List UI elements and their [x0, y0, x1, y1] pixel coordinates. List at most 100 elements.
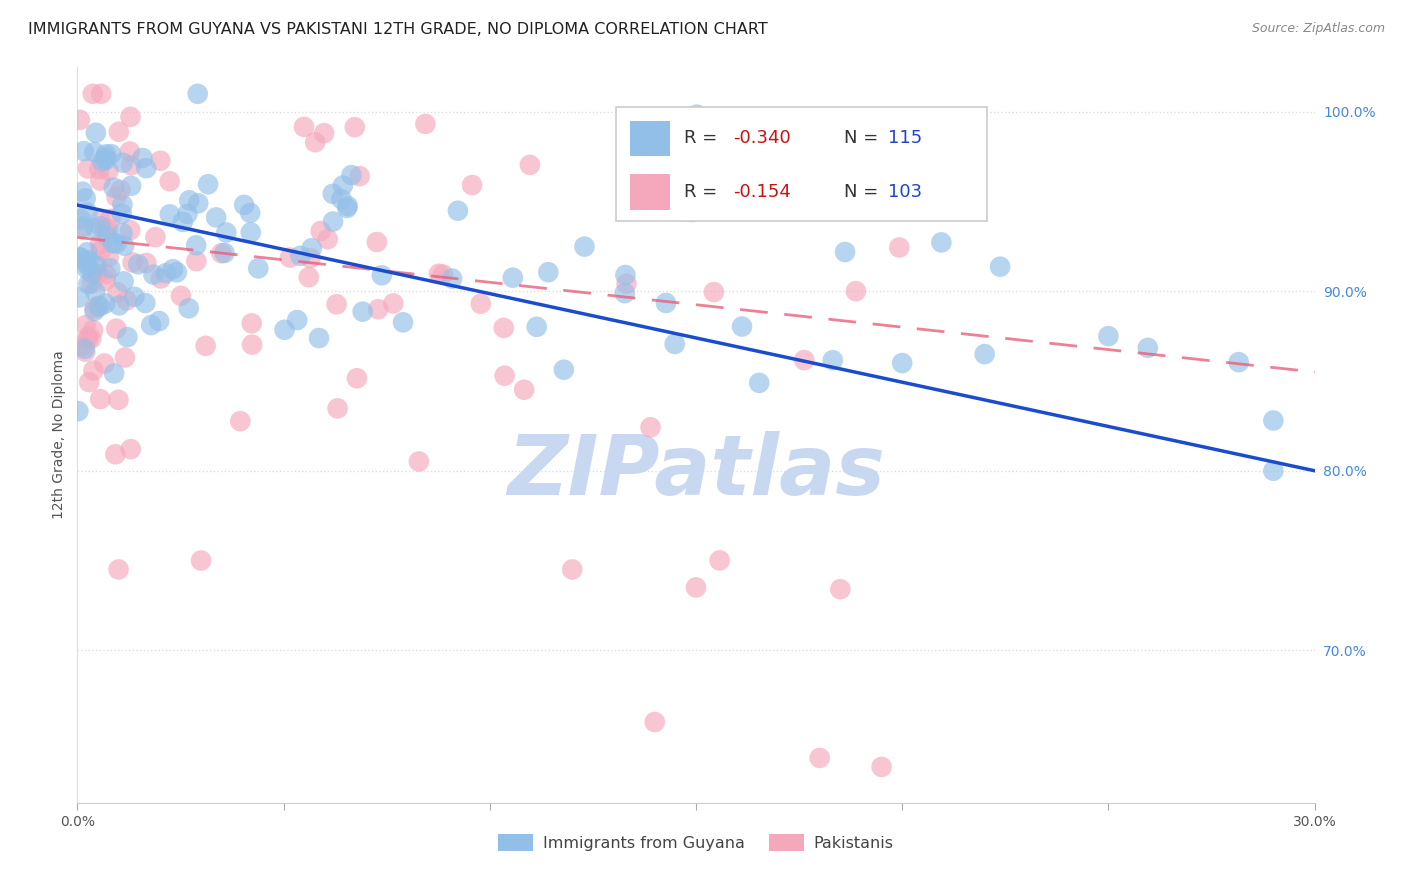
Point [184, 238, 207, 252]
Point [67, 290, 90, 304]
Point [111, 197, 134, 211]
Point [1097, 329, 1119, 343]
Point [76, 245, 98, 260]
Point [298, 270, 321, 285]
Point [326, 401, 349, 416]
Text: Source: ZipAtlas.com: Source: ZipAtlas.com [1251, 22, 1385, 36]
Point [141, 318, 163, 332]
Point [82, 267, 104, 281]
Point [89, 299, 111, 313]
Point [69, 212, 91, 227]
Point [891, 356, 914, 370]
Point [89, 392, 111, 406]
Point [134, 296, 156, 310]
Point [432, 268, 454, 282]
Point [82, 363, 104, 377]
Text: -0.154: -0.154 [733, 183, 792, 201]
Point [441, 271, 464, 285]
Point [94, 296, 117, 310]
Point [392, 315, 415, 329]
Point [301, 241, 323, 255]
Point [205, 211, 228, 225]
Point [94, 274, 117, 288]
Point [115, 293, 138, 308]
Point [709, 553, 731, 567]
Point [80, 277, 103, 291]
Point [69, 112, 91, 127]
Point [537, 265, 560, 279]
Point [408, 454, 430, 468]
Point [82, 87, 104, 101]
Point [177, 301, 200, 316]
Text: ZIPatlas: ZIPatlas [508, 431, 884, 512]
Point [215, 226, 238, 240]
Point [111, 207, 134, 221]
Point [90, 212, 112, 227]
Point [292, 120, 315, 134]
Point [644, 714, 666, 729]
Point [105, 321, 128, 335]
Point [108, 125, 131, 139]
Point [367, 302, 389, 317]
Point [112, 238, 135, 252]
Point [76, 258, 98, 272]
Point [415, 117, 437, 131]
Point [94, 153, 117, 167]
Point [278, 251, 301, 265]
Point [94, 267, 117, 281]
Point [187, 196, 209, 211]
Point [214, 246, 236, 260]
Point [111, 226, 134, 240]
Point [76, 205, 98, 219]
Point [239, 226, 262, 240]
Point [111, 155, 134, 169]
Point [172, 215, 194, 229]
Text: N =: N = [845, 183, 879, 201]
Text: N =: N = [845, 129, 879, 147]
Point [170, 289, 193, 303]
Point [112, 274, 135, 288]
Point [1263, 464, 1285, 478]
Point [94, 147, 117, 161]
Point [72, 219, 94, 234]
Point [120, 178, 142, 193]
Point [135, 256, 157, 270]
Text: R =: R = [683, 183, 717, 201]
Point [73, 342, 96, 356]
Point [90, 87, 112, 101]
Point [290, 249, 312, 263]
Point [87, 299, 110, 313]
Point [83, 301, 105, 316]
Point [120, 110, 142, 124]
Point [209, 246, 232, 260]
Point [90, 219, 112, 234]
Point [526, 319, 548, 334]
Point [76, 261, 98, 276]
Point [77, 375, 100, 389]
Point [97, 250, 120, 264]
Point [131, 151, 153, 165]
Point [322, 214, 344, 228]
Point [513, 383, 536, 397]
Point [96, 229, 118, 244]
Point [73, 144, 96, 158]
Point [110, 183, 132, 197]
Point [107, 285, 129, 300]
Point [190, 553, 212, 567]
Point [96, 221, 118, 235]
Point [574, 239, 596, 253]
Point [187, 87, 209, 101]
Point [240, 337, 263, 351]
Text: -0.340: -0.340 [733, 129, 790, 147]
Point [614, 268, 637, 282]
Point [67, 404, 90, 418]
Point [553, 362, 575, 376]
Point [87, 267, 110, 281]
Point [77, 329, 100, 343]
Point [84, 267, 107, 281]
Point [700, 130, 723, 145]
Point [77, 161, 100, 176]
Point [229, 414, 252, 428]
Point [108, 298, 131, 312]
Point [148, 314, 170, 328]
